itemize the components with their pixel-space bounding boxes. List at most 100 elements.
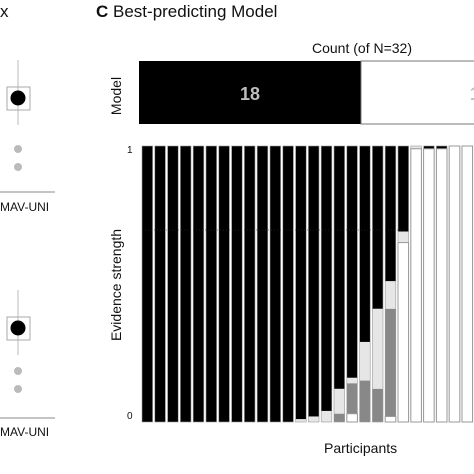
participant-bar xyxy=(359,145,371,423)
participant-bar xyxy=(282,145,294,423)
bar-outline xyxy=(333,145,345,423)
bar-outline xyxy=(320,145,333,423)
bar-outline xyxy=(295,145,307,423)
bar-segment-gray xyxy=(346,383,358,414)
bar-segment-black xyxy=(270,146,281,422)
participant-bar xyxy=(269,145,281,423)
bar-outline xyxy=(372,145,384,423)
bar-segment-white xyxy=(346,413,358,423)
bar-segment-white xyxy=(435,148,448,423)
bar-segment-white xyxy=(384,415,397,423)
bar-segment-white xyxy=(397,242,410,423)
bar-segment-black xyxy=(193,146,204,422)
participant-bar xyxy=(231,145,243,423)
participant-bar xyxy=(448,145,461,423)
bar-outline xyxy=(410,145,422,423)
participant-bar xyxy=(461,145,474,423)
bar-segment-black xyxy=(372,146,383,309)
bar-segment-light xyxy=(321,410,332,422)
bar-outline xyxy=(436,145,448,423)
left-panel-label-top: MAV-UNI xyxy=(0,200,50,214)
participant-bar xyxy=(384,145,397,423)
bar-segment-black xyxy=(398,146,409,232)
bar-segment-light xyxy=(385,281,396,309)
participant-bar xyxy=(192,145,205,423)
bar-outline xyxy=(269,145,281,423)
panel-title-text: Best-predicting Model xyxy=(113,2,278,21)
participant-bar xyxy=(154,145,166,423)
bar-segment-black xyxy=(244,146,255,422)
bar-outline xyxy=(167,145,179,423)
bar-segment-black xyxy=(231,146,243,422)
gray-point xyxy=(14,145,22,153)
participant-bar xyxy=(218,145,230,423)
bar-segment-light xyxy=(410,146,422,149)
participant-bar xyxy=(372,145,384,423)
participant-bar xyxy=(410,145,422,423)
count-bar-title: Count (of N=32) xyxy=(312,40,412,56)
bar-segment-light xyxy=(334,388,345,414)
bar-segment-black xyxy=(423,146,435,149)
bar-segment-black xyxy=(154,146,166,422)
bar-segment-white xyxy=(448,145,461,423)
participant-bar xyxy=(295,145,307,423)
count-black-value: 18 xyxy=(240,84,260,104)
left-panel-bottom xyxy=(0,290,55,419)
bar-segment-light xyxy=(346,377,358,384)
bar-outline xyxy=(423,145,435,423)
y-tick-label-1: 1 xyxy=(127,145,133,156)
cropped-panel-letter: x xyxy=(0,2,9,21)
estimate-point xyxy=(10,320,26,336)
gray-point xyxy=(14,163,22,171)
count-bar-white-segment xyxy=(360,60,474,125)
bar-outline xyxy=(346,145,358,423)
bar-segment-light xyxy=(295,419,307,422)
bar-segment-black xyxy=(385,146,396,282)
bar-segment-black xyxy=(142,146,153,422)
bar-segment-black xyxy=(359,146,371,342)
y-tick-label-0: 0 xyxy=(127,411,133,422)
bar-outline xyxy=(180,145,192,423)
bar-segment-white xyxy=(423,148,435,423)
panel-title: C Best-predicting Model xyxy=(96,2,277,22)
bar-outline xyxy=(448,145,461,423)
bar-outline xyxy=(397,145,409,423)
bar-outline xyxy=(218,145,230,423)
bar-outline xyxy=(282,145,294,423)
bar-segment-black xyxy=(206,146,217,422)
estimate-box xyxy=(6,316,31,341)
left-panel-label-bottom: MAV-UNI xyxy=(0,425,50,439)
bar-segment-black xyxy=(321,146,332,411)
bar-segment-white xyxy=(461,145,474,423)
bar-outline xyxy=(141,145,153,423)
bar-outline xyxy=(154,145,166,423)
participant-bar xyxy=(435,145,448,423)
participant-bar xyxy=(308,145,320,423)
bar-outline xyxy=(231,145,243,423)
bar-segment-black xyxy=(334,146,345,389)
bar-segment-black xyxy=(308,146,319,417)
participant-bar xyxy=(180,145,192,423)
bar-segment-black xyxy=(282,146,294,422)
bar-segment-black xyxy=(180,146,191,422)
participant-bar xyxy=(346,145,358,423)
bar-segment-light xyxy=(372,308,383,389)
bar-segment-gray xyxy=(385,308,396,417)
bar-segment-light xyxy=(308,416,319,422)
bar-segment-black xyxy=(167,146,179,422)
bar-outline xyxy=(384,145,397,423)
bar-outline xyxy=(205,145,217,423)
bar-segment-black xyxy=(346,146,358,378)
panel-letter: C xyxy=(96,2,109,21)
count-bar-black-segment xyxy=(139,61,361,124)
bar-outline xyxy=(192,145,205,423)
bar-outline xyxy=(461,145,473,423)
count-white-value: 1 xyxy=(470,84,474,104)
participant-bar xyxy=(320,145,333,423)
x-axis-label: Participants xyxy=(324,440,398,456)
bar-segment-gray xyxy=(359,380,371,422)
participant-bar xyxy=(141,145,153,423)
gray-point xyxy=(14,367,22,375)
bar-outline xyxy=(308,145,320,423)
